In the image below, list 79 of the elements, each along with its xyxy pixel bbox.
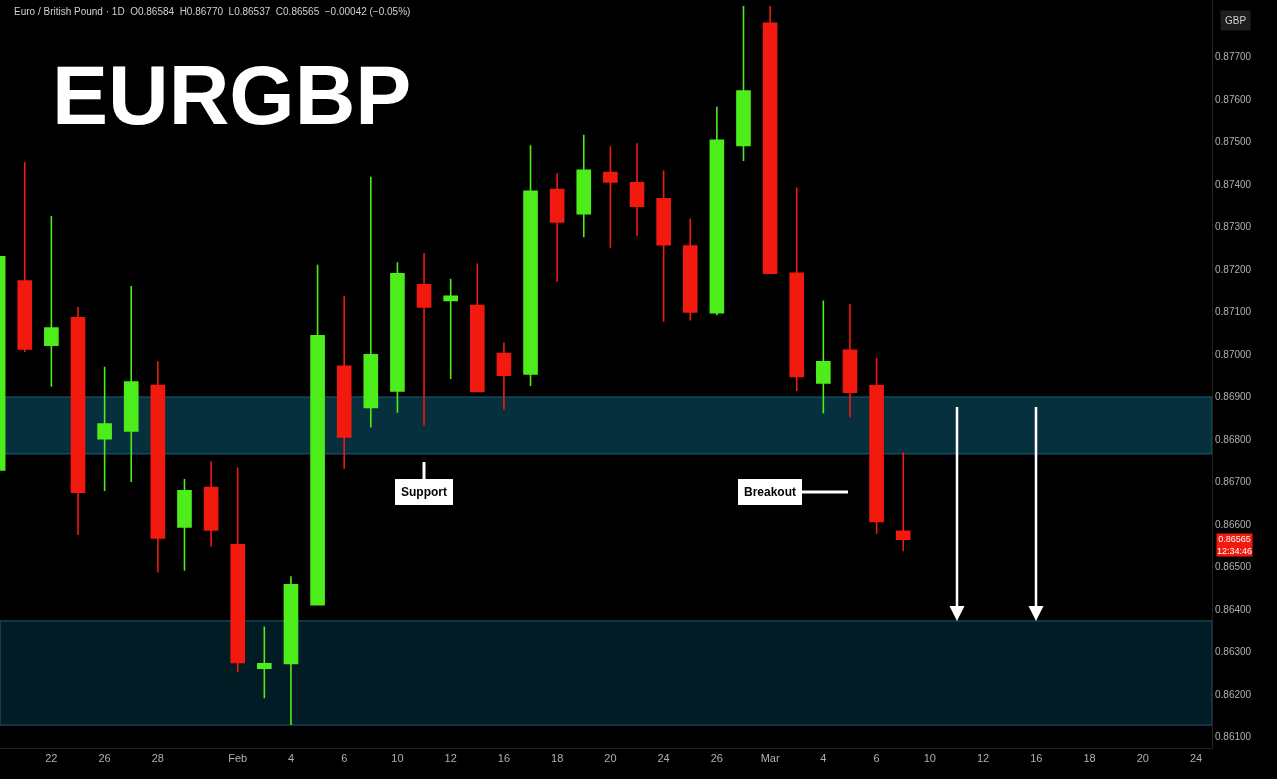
x-tick-label: 10 (923, 752, 936, 765)
candlestick (629, 142, 645, 238)
candlestick (656, 169, 671, 323)
x-tick-label: 20 (1136, 752, 1149, 765)
y-tick-label: 0.86600 (1215, 518, 1252, 530)
x-tick-label: 24 (1189, 752, 1203, 765)
candlestick (363, 176, 379, 429)
y-tick-label: 0.86400 (1215, 603, 1252, 615)
x-tick-label: 16 (1030, 752, 1043, 765)
candlestick (203, 460, 219, 548)
candlestick (523, 144, 538, 387)
y-tick-label: 0.87700 (1215, 51, 1252, 63)
y-tick-label: 0.87300 (1215, 221, 1252, 233)
x-tick-label: 18 (551, 752, 564, 765)
x-tick-label: 4 (287, 752, 295, 765)
y-tick-label: 0.86200 (1215, 688, 1252, 700)
x-tick-label: 16 (497, 752, 511, 765)
candlestick (230, 466, 246, 674)
text: GBP (1225, 15, 1247, 26)
candlestick (416, 252, 432, 427)
x-tick-label: 12 (444, 752, 457, 765)
x-tick-label: 26 (98, 752, 111, 765)
y-tick-label: 0.86900 (1215, 391, 1252, 403)
candlestick (842, 303, 858, 419)
candlestick (576, 133, 592, 238)
candlestick (310, 263, 325, 606)
candlestick (682, 217, 698, 322)
candlestick (150, 360, 166, 574)
x-tick-label: 26 (710, 752, 723, 765)
y-tick-label: 0.87200 (1215, 263, 1252, 275)
x-tick-label: 20 (604, 752, 617, 765)
y-tick-label: 0.87000 (1215, 348, 1252, 360)
candlestick (816, 299, 831, 415)
y-tick-label: 0.87100 (1215, 306, 1252, 318)
x-tick-label: Mar (760, 752, 780, 765)
candlestick (70, 306, 86, 536)
candlestick (549, 172, 565, 283)
x-tick-label: 28 (151, 752, 164, 765)
candlestick (44, 215, 59, 388)
text: Euro / British Pound · 1D O0.86584 H0.86770 L0.86537 C0.86565 −0.00042 (−0.05%) (14, 6, 411, 17)
y-tick-label: 0.86500 (1215, 561, 1252, 573)
y-tick-label: 0.86700 (1215, 476, 1252, 488)
y-tick-label: 0.86300 (1215, 646, 1252, 658)
candlestick (869, 357, 884, 535)
y-tick-label: 0.87400 (1215, 178, 1252, 190)
text: EURGBP (52, 48, 412, 142)
candlestick (443, 278, 458, 380)
x-tick-label: 22 (45, 752, 58, 765)
y-tick-label: 0.86100 (1215, 731, 1252, 743)
text: 0.86565 12:34:46 (1217, 534, 1253, 556)
candlestick (496, 341, 512, 411)
x-tick-label: 18 (1083, 752, 1096, 765)
candlestick (177, 478, 192, 572)
candlestick (895, 451, 911, 553)
annotation: Breakout (744, 485, 797, 499)
candlestick (789, 186, 805, 392)
candlestick (762, 5, 778, 275)
candlestick (257, 625, 272, 700)
candlestick (283, 575, 299, 726)
annotation: Support (401, 485, 447, 499)
x-tick-label: 6 (341, 752, 348, 765)
candlestick (390, 261, 405, 414)
y-tick-label: 0.87600 (1215, 93, 1252, 105)
candlestick (603, 145, 618, 249)
candlestick (97, 365, 112, 492)
candlestick (336, 295, 352, 470)
y-tick-label: 0.87500 (1215, 136, 1252, 148)
x-tick-label: 6 (873, 752, 880, 765)
x-tick-label: 24 (657, 752, 670, 765)
candlestick (17, 161, 33, 353)
candlestick (709, 105, 725, 317)
x-tick-label: Feb (228, 752, 248, 765)
x-tick-label: 12 (976, 752, 990, 765)
x-tick-label: 10 (391, 752, 404, 765)
x-tick-label: 4 (820, 752, 827, 765)
candlestick (123, 285, 139, 483)
candlestick (736, 5, 751, 162)
y-tick-label: 0.86800 (1215, 433, 1252, 445)
candlestick (469, 262, 485, 393)
